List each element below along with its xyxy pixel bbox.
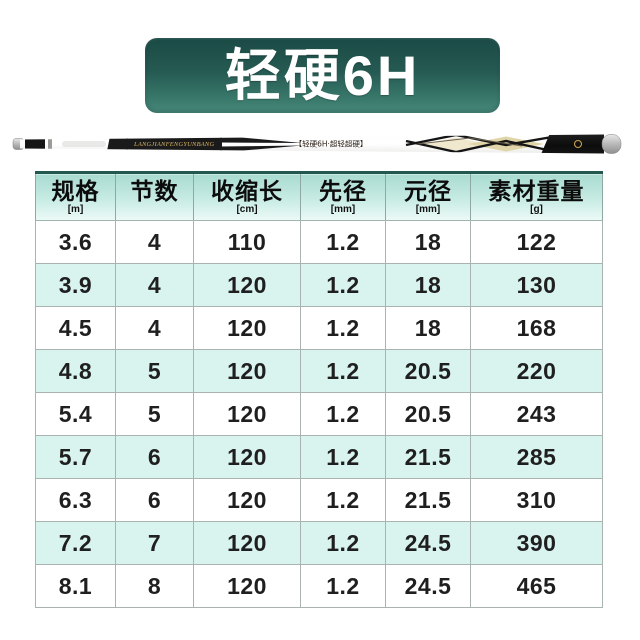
cell-weight: 220 <box>470 349 603 393</box>
table-row: 5.4 5 120 1.2 20.5 243 <box>35 392 603 436</box>
header-closed-length: 收缩长 [cm] <box>193 171 301 221</box>
header-spec-label: 规格 <box>51 177 100 204</box>
cell-closed-length: 110 <box>193 220 301 264</box>
cell-weight: 465 <box>470 564 603 608</box>
cell-weight: 243 <box>470 392 603 436</box>
table-row: 3.6 4 110 1.2 18 122 <box>35 220 603 264</box>
cell-weight: 122 <box>470 220 603 264</box>
header-spec: 规格 [m] <box>35 171 116 221</box>
header-weight: 素材重量 [g] <box>470 171 603 221</box>
cell-spec: 4.5 <box>35 306 116 350</box>
cell-sections: 5 <box>115 349 194 393</box>
cell-tip-diameter: 1.2 <box>300 521 386 565</box>
cell-weight: 130 <box>470 263 603 307</box>
header-closed-length-unit: [cm] <box>236 203 258 215</box>
header-butt-diameter: 元径 [mm] <box>385 171 471 221</box>
cell-closed-length: 120 <box>193 306 301 350</box>
cell-sections: 6 <box>115 478 194 522</box>
cell-butt-diameter: 20.5 <box>385 349 471 393</box>
cell-weight: 168 <box>470 306 603 350</box>
header-spec-unit: [m] <box>67 203 84 215</box>
table-row: 4.8 5 120 1.2 20.5 220 <box>35 349 603 393</box>
cell-butt-diameter: 20.5 <box>385 392 471 436</box>
title-text: 轻硬6H <box>224 43 421 107</box>
cell-weight: 310 <box>470 478 603 522</box>
cell-butt-diameter: 24.5 <box>385 564 471 608</box>
cell-spec: 5.7 <box>35 435 116 479</box>
cell-tip-diameter: 1.2 <box>300 349 386 393</box>
cell-closed-length: 120 <box>193 564 301 608</box>
cell-spec: 4.8 <box>35 349 116 393</box>
cell-closed-length: 120 <box>193 478 301 522</box>
table-row: 8.1 8 120 1.2 24.5 465 <box>35 564 603 608</box>
cell-butt-diameter: 18 <box>385 306 471 350</box>
cell-spec: 5.4 <box>35 392 116 436</box>
table-row: 4.5 4 120 1.2 18 168 <box>35 306 603 350</box>
header-weight-unit: [g] <box>530 203 543 215</box>
cell-tip-diameter: 1.2 <box>300 564 386 608</box>
cell-spec: 3.9 <box>35 263 116 307</box>
table-header-row: 规格 [m] 节数 收缩长 [cm] 先径 [mm] 元径 [mm] 素材重量 [g] <box>35 171 603 221</box>
rod-brand-text: LANGJIANFENGYUNBANG <box>133 141 214 148</box>
header-closed-length-label: 收缩长 <box>211 177 283 204</box>
cell-spec: 8.1 <box>35 564 116 608</box>
cell-butt-diameter: 18 <box>385 263 471 307</box>
cell-sections: 7 <box>115 521 194 565</box>
cell-closed-length: 120 <box>193 392 301 436</box>
cell-tip-diameter: 1.2 <box>300 306 386 350</box>
header-butt-diameter-unit: [mm] <box>415 203 441 215</box>
table-row: 6.3 6 120 1.2 21.5 310 <box>35 478 603 522</box>
cell-weight: 390 <box>470 521 603 565</box>
cell-tip-diameter: 1.2 <box>300 478 386 522</box>
cell-spec: 3.6 <box>35 220 116 264</box>
cell-sections: 4 <box>115 220 194 264</box>
cell-butt-diameter: 21.5 <box>385 435 471 479</box>
cell-tip-diameter: 1.2 <box>300 263 386 307</box>
cell-tip-diameter: 1.2 <box>300 220 386 264</box>
rod-marking-text: 【轻硬6H·超轻超硬】 <box>295 139 368 149</box>
header-tip-diameter-label: 先径 <box>319 177 367 204</box>
cell-closed-length: 120 <box>193 435 301 479</box>
cell-weight: 285 <box>470 435 603 479</box>
fishing-rod-svg: LANGJIANFENGYUNBANG 【轻硬6H·超轻超硬】 <box>12 134 622 154</box>
header-weight-label: 素材重量 <box>488 177 585 204</box>
header-sections: 节数 <box>115 171 194 221</box>
cell-sections: 6 <box>115 435 194 479</box>
table-row: 7.2 7 120 1.2 24.5 390 <box>35 521 603 565</box>
spec-table: 规格 [m] 节数 收缩长 [cm] 先径 [mm] 元径 [mm] 素材重量 [g] 3… <box>35 171 603 608</box>
title-banner: 轻硬6H <box>145 38 500 113</box>
cell-closed-length: 120 <box>193 263 301 307</box>
cell-sections: 8 <box>115 564 194 608</box>
fishing-rod-image: LANGJIANFENGYUNBANG 【轻硬6H·超轻超硬】 <box>0 126 640 166</box>
cell-sections: 4 <box>115 263 194 307</box>
cell-butt-diameter: 24.5 <box>385 521 471 565</box>
cell-spec: 6.3 <box>35 478 116 522</box>
cell-closed-length: 120 <box>193 521 301 565</box>
cell-butt-diameter: 18 <box>385 220 471 264</box>
cell-tip-diameter: 1.2 <box>300 392 386 436</box>
cell-butt-diameter: 21.5 <box>385 478 471 522</box>
cell-sections: 4 <box>115 306 194 350</box>
cell-sections: 5 <box>115 392 194 436</box>
cell-spec: 7.2 <box>35 521 116 565</box>
header-tip-diameter: 先径 [mm] <box>300 171 386 221</box>
header-sections-label: 节数 <box>130 177 179 204</box>
cell-tip-diameter: 1.2 <box>300 435 386 479</box>
header-tip-diameter-unit: [mm] <box>330 203 356 215</box>
cell-closed-length: 120 <box>193 349 301 393</box>
table-row: 3.9 4 120 1.2 18 130 <box>35 263 603 307</box>
header-butt-diameter-label: 元径 <box>404 177 452 204</box>
table-row: 5.7 6 120 1.2 21.5 285 <box>35 435 603 479</box>
